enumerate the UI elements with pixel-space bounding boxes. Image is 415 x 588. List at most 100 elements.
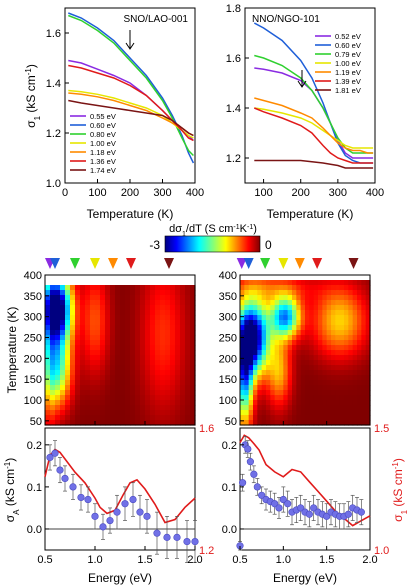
heatmap-cell bbox=[309, 285, 315, 291]
heatmap-cell bbox=[125, 290, 131, 296]
heatmap-cell bbox=[115, 350, 121, 356]
heatmap-cell bbox=[287, 285, 293, 291]
heatmap-cell bbox=[292, 290, 297, 296]
heatmap-cell bbox=[313, 300, 319, 306]
heatmap-cell bbox=[125, 370, 131, 376]
heatmap-cell bbox=[80, 400, 86, 406]
heatmap-cell bbox=[125, 320, 131, 326]
heatmap-cell bbox=[253, 335, 258, 341]
heatmap-cell bbox=[150, 335, 156, 341]
heatmap-cell bbox=[361, 360, 367, 366]
heatmap-cell bbox=[125, 315, 131, 321]
heatmap-cell bbox=[248, 300, 254, 306]
heatmap-cell bbox=[140, 325, 146, 331]
heatmap-cell bbox=[244, 365, 250, 371]
heatmap-cell bbox=[135, 375, 141, 381]
heatmap-cell bbox=[344, 335, 349, 341]
heatmap-cell bbox=[296, 280, 302, 286]
heatmap-cell bbox=[60, 305, 66, 311]
heatmap-cell bbox=[296, 405, 302, 411]
heatmap-cell bbox=[287, 325, 293, 331]
heatmap-cell bbox=[50, 345, 56, 351]
heatmap-cell bbox=[296, 345, 302, 351]
heatmap-cell bbox=[266, 300, 271, 306]
heatmap-cell bbox=[257, 320, 263, 326]
heatmap-cell bbox=[145, 325, 151, 331]
heatmap-cell bbox=[95, 405, 101, 411]
heatmap-cell bbox=[240, 330, 245, 336]
heatmap-cell bbox=[322, 285, 328, 291]
heatmap-cell bbox=[145, 285, 151, 291]
y-tick-label: 150 bbox=[219, 374, 237, 386]
heatmap-cell bbox=[361, 420, 367, 426]
heatmap-cell bbox=[165, 325, 171, 331]
heatmap-cell bbox=[244, 320, 250, 326]
heatmap-cell bbox=[266, 390, 271, 396]
heatmap-cell bbox=[125, 410, 131, 416]
x-tick-label: 400 bbox=[186, 187, 204, 199]
heatmap-cell bbox=[309, 410, 315, 416]
heatmap-cell bbox=[145, 330, 151, 336]
heatmap-cell bbox=[240, 315, 245, 321]
heatmap-cell bbox=[352, 305, 358, 311]
heatmap-cell bbox=[185, 340, 191, 346]
y-axis-label: Temperature (K) bbox=[5, 307, 19, 394]
heatmap-cell bbox=[85, 335, 91, 341]
heatmap-cell bbox=[110, 360, 116, 366]
heatmap-cell bbox=[326, 285, 332, 291]
heatmap-cell bbox=[361, 405, 367, 411]
y-tick-label: 1.2 bbox=[46, 128, 61, 140]
heatmap-cell bbox=[292, 280, 297, 286]
heatmap-cell bbox=[292, 305, 297, 311]
legend-entry: 0.52 eV bbox=[335, 32, 361, 41]
heatmap-cell bbox=[65, 415, 71, 421]
heatmap-cell bbox=[274, 285, 280, 291]
heatmap-cell bbox=[326, 300, 332, 306]
heatmap-cell bbox=[257, 345, 263, 351]
x-tick-label: 300 bbox=[153, 187, 171, 199]
heatmap-cell bbox=[361, 415, 367, 421]
heatmap-cell bbox=[357, 305, 362, 311]
heatmap-cell bbox=[140, 405, 146, 411]
heatmap-cell bbox=[248, 385, 254, 391]
heatmap-cell bbox=[100, 415, 106, 421]
heatmap-cell bbox=[100, 410, 106, 416]
heatmap-cell bbox=[335, 340, 341, 346]
heatmap-cell bbox=[296, 285, 302, 291]
heatmap-cell bbox=[296, 325, 302, 331]
heatmap-cell bbox=[318, 300, 323, 306]
heatmap-cell bbox=[150, 390, 156, 396]
heatmap-cell bbox=[365, 355, 371, 361]
heatmap-cell bbox=[65, 365, 71, 371]
heatmap-cell bbox=[60, 405, 66, 411]
heatmap-cell bbox=[296, 415, 302, 421]
heatmap-cell bbox=[266, 325, 271, 331]
y-tick-label: 350 bbox=[219, 291, 237, 303]
heatmap-cell bbox=[361, 320, 367, 326]
heatmap-cell bbox=[145, 335, 151, 341]
heatmap-cell bbox=[348, 320, 354, 326]
heatmap-cell bbox=[361, 365, 367, 371]
heatmap-cell bbox=[160, 415, 166, 421]
heatmap-cell bbox=[45, 295, 51, 301]
data-point bbox=[77, 493, 85, 502]
heatmap-cell bbox=[95, 285, 101, 291]
heatmap-cell bbox=[190, 305, 196, 311]
heatmap-cell bbox=[80, 395, 86, 401]
y-tick-label: 200 bbox=[24, 353, 42, 365]
heatmap-cell bbox=[130, 365, 136, 371]
heatmap-cell bbox=[190, 410, 196, 416]
heatmap-cell bbox=[331, 305, 336, 311]
heatmap-cell bbox=[45, 415, 51, 421]
heatmap-cell bbox=[344, 420, 349, 426]
heatmap-cell bbox=[365, 305, 371, 311]
colorbar-min-label: -3 bbox=[149, 238, 160, 252]
heatmap-cell bbox=[155, 410, 161, 416]
heatmap-cell bbox=[125, 390, 131, 396]
heatmap-cell bbox=[300, 400, 306, 406]
heatmap-cell bbox=[274, 370, 280, 376]
heatmap-cell bbox=[274, 295, 280, 301]
x-tick-label: 1.0 bbox=[87, 554, 102, 566]
heatmap-cell bbox=[287, 350, 293, 356]
data-point bbox=[310, 504, 318, 512]
